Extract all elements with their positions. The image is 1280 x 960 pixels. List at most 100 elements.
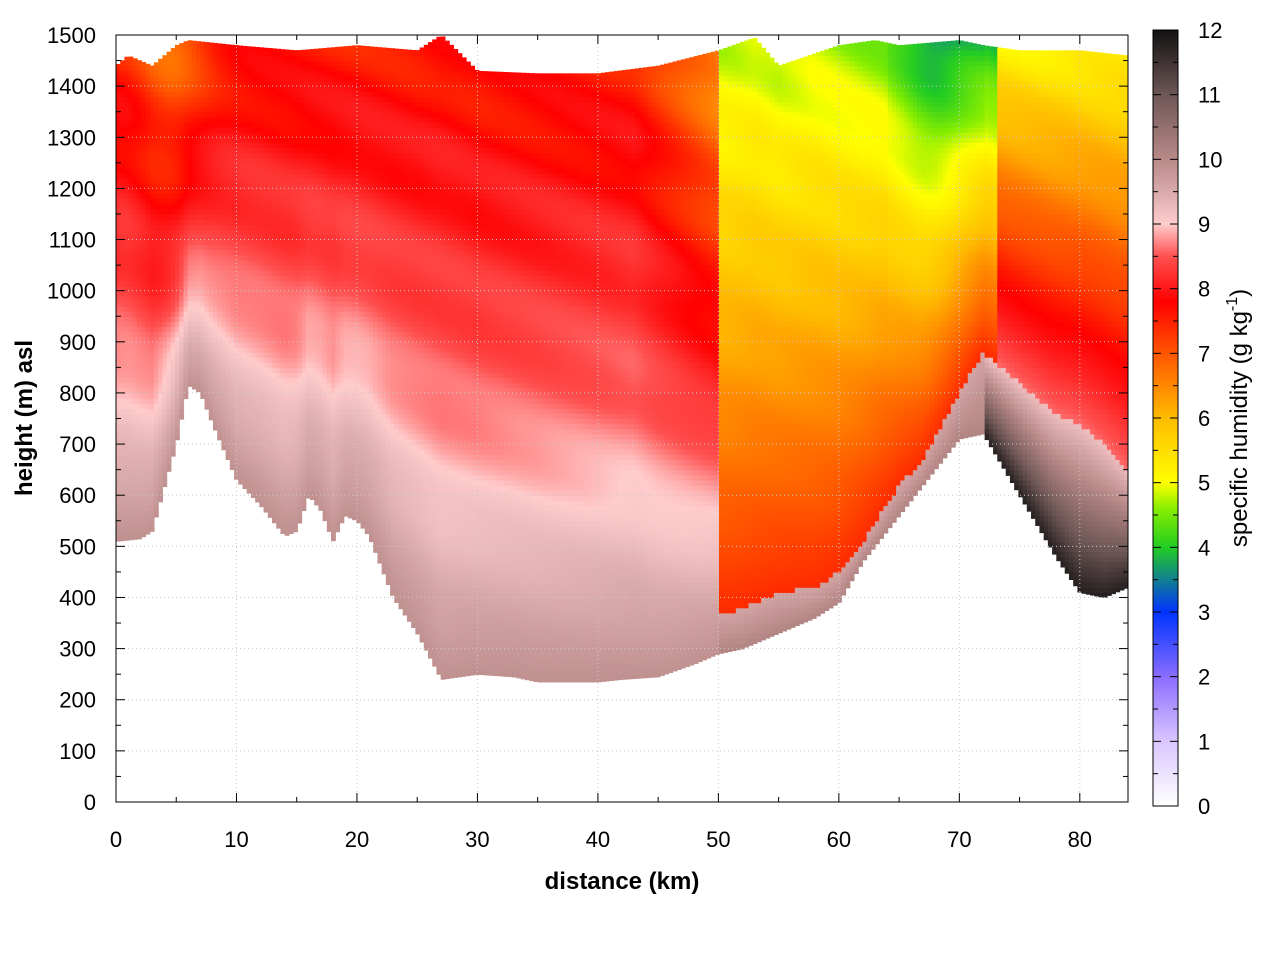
humidity-cell: [132, 464, 138, 471]
humidity-cell: [162, 275, 168, 282]
humidity-cell: [305, 50, 311, 57]
humidity-cell: [221, 377, 227, 384]
humidity-cell: [242, 331, 248, 338]
humidity-cell: [314, 377, 319, 384]
humidity-cell: [149, 244, 155, 251]
humidity-cell: [149, 285, 155, 292]
humidity-cell: [120, 306, 126, 312]
humidity-cell: [191, 208, 197, 215]
humidity-cell: [250, 433, 256, 440]
humidity-cell: [179, 91, 185, 97]
humidity-cell: [234, 219, 239, 225]
humidity-cell: [293, 234, 298, 241]
humidity-cell: [288, 254, 294, 261]
humidity-cell: [322, 377, 328, 384]
humidity-cell: [293, 259, 298, 266]
humidity-cell: [284, 469, 290, 476]
humidity-cell: [331, 198, 336, 205]
humidity-cell: [238, 91, 244, 97]
humidity-cell: [326, 490, 332, 496]
humidity-cell: [331, 306, 336, 312]
humidity-cell: [267, 270, 273, 276]
humidity-cell: [196, 382, 201, 389]
humidity-cell: [267, 101, 273, 108]
humidity-cell: [297, 484, 303, 491]
humidity-cell: [339, 346, 345, 353]
humidity-cell: [331, 111, 336, 118]
humidity-cell: [170, 229, 176, 236]
humidity-cell: [309, 479, 315, 486]
humidity-cell: [339, 208, 345, 215]
humidity-cell: [280, 474, 286, 481]
humidity-cell: [196, 377, 201, 384]
humidity-cell: [145, 306, 151, 312]
humidity-cell: [200, 346, 206, 353]
humidity-cell: [116, 295, 121, 302]
humidity-cell: [145, 142, 151, 149]
humidity-cell: [212, 321, 218, 328]
humidity-cell: [128, 265, 134, 271]
humidity-cell: [318, 316, 324, 322]
humidity-cell: [293, 244, 298, 251]
humidity-cell: [339, 367, 345, 374]
humidity-cell: [309, 60, 315, 67]
humidity-cell: [128, 275, 134, 282]
humidity-cell: [204, 198, 210, 205]
humidity-cell: [280, 275, 286, 282]
humidity-cell: [322, 116, 328, 123]
humidity-cell: [212, 408, 218, 414]
humidity-cell: [284, 213, 290, 220]
humidity-cell: [229, 321, 235, 328]
humidity-cell: [284, 510, 290, 517]
humidity-cell: [301, 91, 307, 97]
humidity-cell: [293, 132, 298, 138]
humidity-cell: [297, 357, 303, 363]
humidity-cell: [297, 311, 303, 317]
humidity-cell: [335, 418, 341, 425]
humidity-cell: [132, 208, 138, 215]
humidity-cell: [267, 86, 273, 92]
humidity-cell: [153, 229, 159, 236]
humidity-cell: [276, 464, 282, 471]
humidity-cell: [229, 60, 235, 67]
humidity-cell: [221, 65, 227, 72]
humidity-cell: [116, 367, 121, 374]
humidity-cell: [347, 265, 353, 271]
humidity-cell: [322, 505, 328, 512]
humidity-cell: [208, 70, 214, 77]
humidity-cell: [141, 178, 147, 184]
humidity-cell: [326, 147, 332, 154]
humidity-cell: [309, 188, 315, 195]
humidity-cell: [246, 55, 252, 62]
humidity-cell: [149, 106, 155, 113]
humidity-cell: [187, 40, 193, 46]
humidity-cell: [217, 357, 223, 363]
humidity-cell: [314, 86, 319, 92]
humidity-cell: [132, 321, 138, 328]
humidity-cell: [297, 326, 303, 333]
humidity-cell: [331, 121, 336, 128]
humidity-cell: [242, 183, 248, 189]
humidity-cell: [326, 101, 332, 108]
humidity-cell: [166, 101, 172, 108]
humidity-cell: [318, 106, 324, 113]
humidity-cell: [120, 316, 126, 322]
humidity-cell: [250, 167, 256, 174]
humidity-cell: [183, 254, 189, 261]
humidity-cell: [153, 403, 159, 409]
humidity-cell: [326, 352, 332, 358]
humidity-cell: [124, 224, 130, 230]
humidity-cell: [293, 224, 298, 230]
humidity-cell: [132, 142, 138, 149]
humidity-cell: [225, 106, 231, 113]
humidity-cell: [305, 464, 311, 471]
humidity-cell: [179, 60, 185, 67]
humidity-cell: [326, 86, 332, 92]
humidity-cell: [149, 382, 155, 389]
humidity-cell: [259, 346, 265, 353]
humidity-cell: [288, 341, 294, 348]
humidity-cell: [183, 188, 189, 195]
humidity-cell: [335, 423, 341, 430]
humidity-cell: [322, 50, 328, 57]
humidity-cell: [288, 270, 294, 276]
